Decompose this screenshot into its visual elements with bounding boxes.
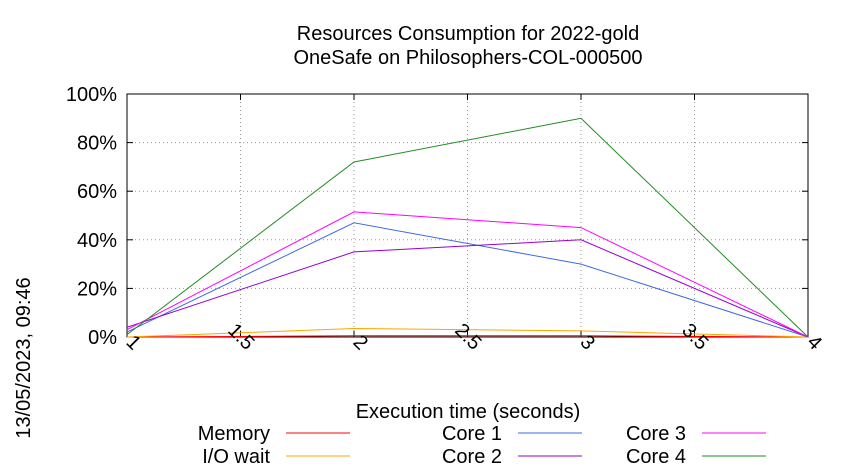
series-line-core-3 [126,211,809,338]
y-tick-label: 0% [88,327,117,349]
x-tick-label: 2 [349,331,372,354]
y-tick-label: 40% [77,230,117,252]
x-tick-label: 2.5 [450,319,485,354]
chart-subtitle: OneSafe on Philosophers-COL-000500 [293,47,642,69]
legend-label-core-4: Core 4 [626,446,686,468]
series-line-core-4 [126,117,809,338]
y-tick-label: 100% [66,84,117,106]
y-tick-label: 60% [77,181,117,203]
x-tick-label: 1 [122,331,145,354]
x-tick-label: 1.5 [223,319,258,354]
series-line-memory [126,335,809,338]
x-axis-label: Execution time (seconds) [356,401,581,423]
timestamp-label: 13/05/2023, 09:46 [13,277,35,438]
y-tick-labels: 0% 20% 40% 60% 80% 100% [66,84,117,349]
chart-title: Resources Consumption for 2022-gold [297,23,639,45]
series-line-i-o-wait [126,327,809,338]
y-tick-label: 20% [77,278,117,300]
series-line-core-1 [126,222,809,338]
x-tick-label: 3 [576,331,599,354]
y-tick-label: 80% [77,133,117,155]
series-line-core-2 [126,239,809,338]
grid [127,94,808,337]
legend-label-core-1: Core 1 [442,423,502,445]
series-lines [126,117,809,338]
legend-label-i-o-wait: I/O wait [202,446,270,468]
legend-label-core-2: Core 2 [442,446,502,468]
legend-label-core-3: Core 3 [626,423,686,445]
legend-label-memory: Memory [198,423,270,445]
x-tick-label: 3.5 [677,319,712,354]
